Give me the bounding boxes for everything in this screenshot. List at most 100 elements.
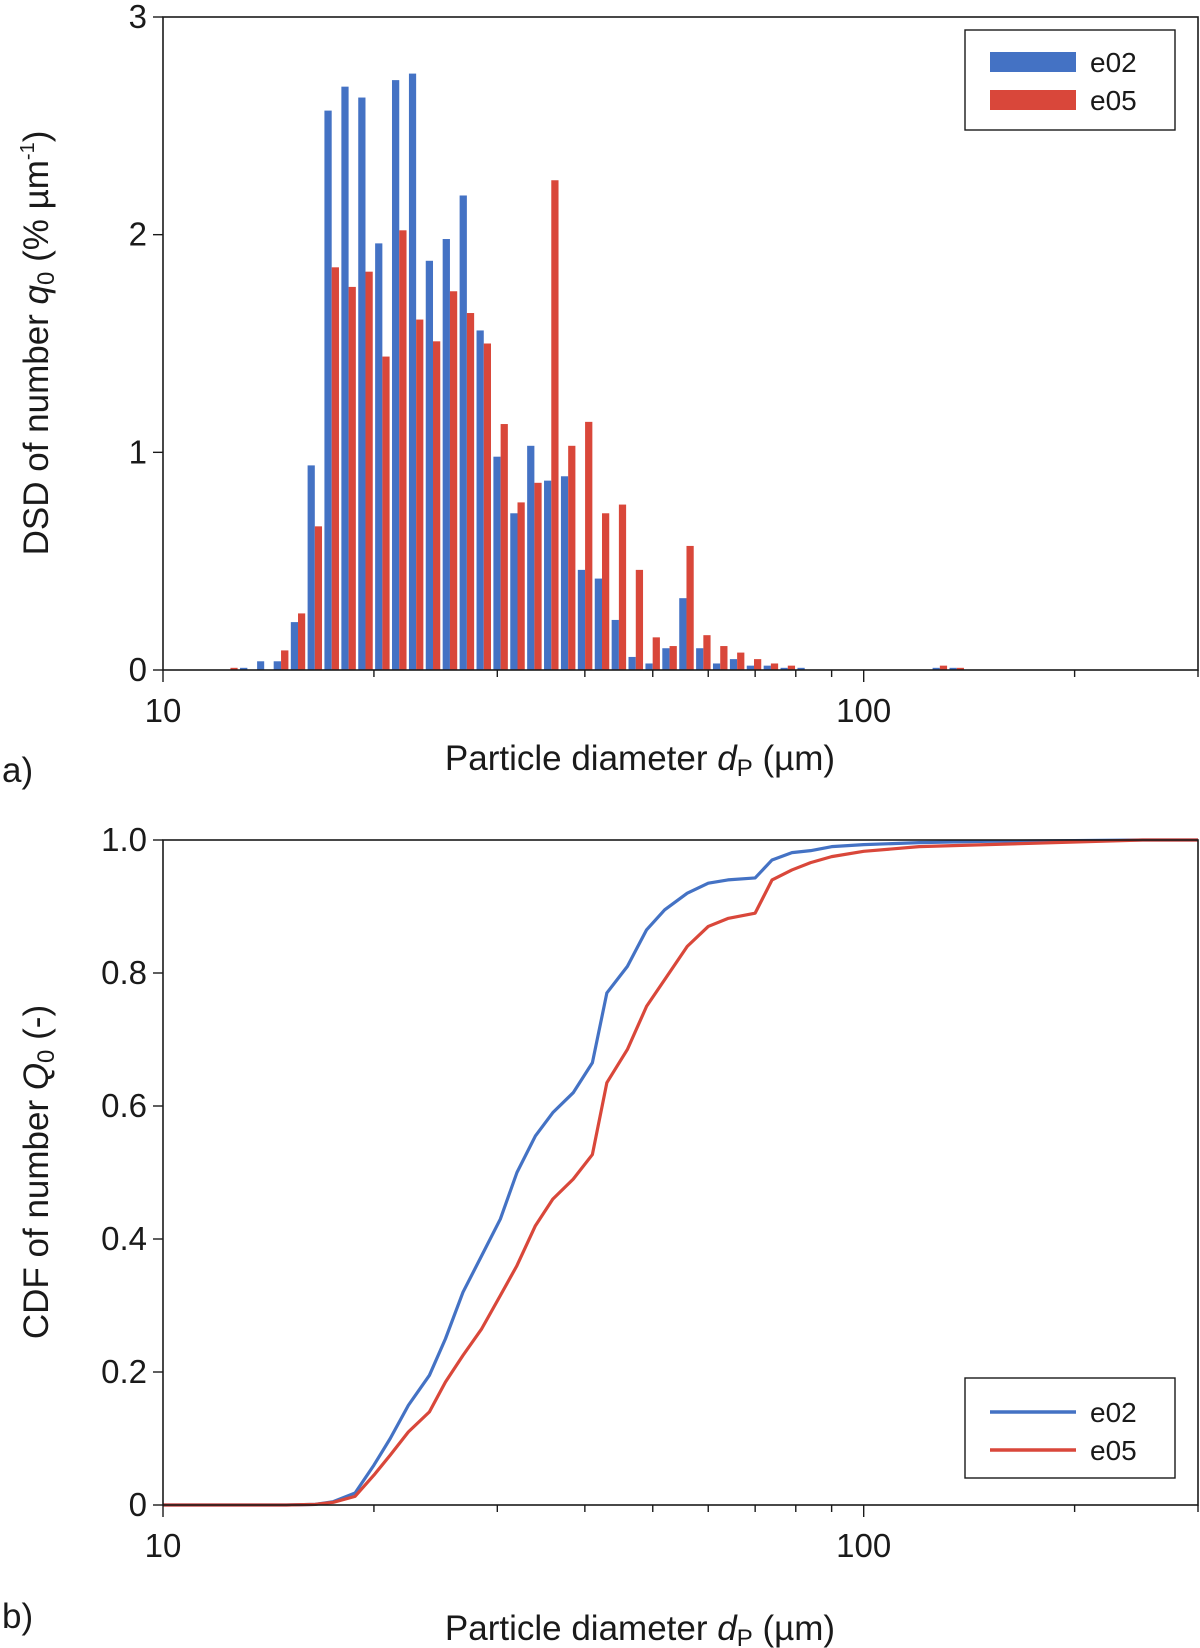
- b-y-tick-label: 0.4: [101, 1220, 147, 1257]
- bar-e02: [797, 667, 805, 670]
- b-y-tick-label: 0.2: [101, 1353, 147, 1390]
- bar-e02: [645, 663, 653, 670]
- bar-e02: [290, 622, 299, 670]
- bar-e05: [939, 665, 948, 670]
- bar-e02: [442, 239, 450, 670]
- x-axis-title-b: Particle diameter dP (µm): [445, 1609, 835, 1648]
- bar-e02: [273, 661, 282, 670]
- bar-e02: [932, 667, 940, 670]
- b-x-tick-label: 100: [836, 1527, 891, 1564]
- bar-e02: [257, 661, 265, 670]
- bar-e05: [314, 526, 323, 670]
- bar-e02: [375, 243, 383, 670]
- bar-e02: [949, 667, 957, 670]
- x-axis-title-a: Particle diameter dP (µm): [445, 739, 835, 782]
- bar-e02: [324, 110, 332, 670]
- legend-label-b-e02: e02: [1090, 1397, 1137, 1428]
- bar-e02: [527, 445, 535, 670]
- bar-e02: [391, 80, 400, 670]
- bar-e05: [585, 421, 593, 670]
- a-y-tick-label: 0: [129, 651, 147, 688]
- a-y-tick-label: 1: [129, 433, 147, 470]
- lines-group: [163, 838, 1198, 1507]
- panel-label-b: b): [2, 1597, 33, 1636]
- y-axis-title-a: DSD of number q0 (% µm-1): [17, 131, 60, 556]
- bar-e02: [341, 86, 349, 671]
- bar-e02: [679, 598, 687, 670]
- bar-e02: [696, 648, 704, 670]
- legend-label-e05: e05: [1090, 85, 1137, 116]
- bar-e05: [652, 637, 660, 670]
- bar-e05: [602, 513, 610, 670]
- bars-group: [230, 73, 964, 671]
- bar-e05: [669, 646, 677, 670]
- axis-ticks-a: 10 100 0 1 2 3: [129, 0, 1199, 729]
- a-x-tick-label: 100: [836, 692, 891, 729]
- b-x-tick-label: 10: [145, 1527, 182, 1564]
- line-e05: [163, 838, 1198, 1507]
- legend-box-a: [964, 29, 1176, 131]
- bar-e02: [240, 667, 248, 670]
- bar-e05: [686, 545, 694, 670]
- bar-e05: [416, 319, 424, 670]
- y-axis-title-b: CDF of number Q0 (-): [17, 1005, 60, 1339]
- chart-b: 10 100 0 0.2 0.4 0.6 0.8 1.0 Particle diameter …: [2, 821, 1199, 1648]
- bar-e05: [568, 445, 576, 670]
- bar-e05: [551, 180, 559, 670]
- a-x-tick-label: 10: [145, 692, 182, 729]
- bar-e05: [787, 665, 796, 670]
- bar-e02: [307, 465, 315, 670]
- bar-e05: [956, 667, 964, 670]
- bar-e02: [594, 578, 603, 670]
- bar-e05: [230, 667, 238, 670]
- bar-e05: [635, 569, 644, 670]
- bar-e05: [365, 271, 373, 670]
- legend-label-b-e05: e05: [1090, 1435, 1137, 1466]
- panel-label-a: a): [2, 751, 33, 790]
- bar-e05: [483, 343, 491, 670]
- legend-swatch-e05: [990, 90, 1076, 110]
- bar-e02: [746, 665, 755, 670]
- bar-e02: [476, 330, 484, 670]
- bar-e05: [500, 424, 508, 670]
- bar-e02: [611, 619, 619, 670]
- b-y-tick-label: 0.6: [101, 1087, 147, 1124]
- a-y-tick-label: 2: [129, 216, 147, 253]
- line-e02: [163, 838, 1198, 1507]
- bar-e05: [618, 504, 627, 670]
- bar-e02: [577, 569, 586, 670]
- b-y-tick-label: 0.8: [101, 954, 147, 991]
- bar-e02: [493, 456, 501, 670]
- bar-e02: [544, 480, 552, 670]
- bar-e02: [780, 667, 788, 670]
- bar-e05: [399, 230, 407, 670]
- bar-e05: [720, 646, 728, 670]
- bar-e05: [517, 502, 525, 670]
- chart-a: 10 100 0 1 2 3 Particle diameter dP (µm) DSD …: [2, 0, 1199, 790]
- bar-e02: [560, 476, 569, 670]
- legend-a: e02 e05: [964, 29, 1176, 131]
- bar-e02: [662, 648, 670, 670]
- bar-e05: [737, 652, 745, 670]
- bar-e05: [348, 286, 356, 670]
- legend-b: e02 e05: [964, 1377, 1176, 1479]
- a-y-tick-label: 3: [129, 0, 147, 35]
- b-y-tick-label: 0: [129, 1486, 147, 1523]
- legend-box-b: [964, 1377, 1176, 1479]
- bar-e05: [754, 659, 762, 670]
- bar-e05: [770, 663, 779, 670]
- bar-e05: [534, 482, 542, 670]
- bar-e02: [459, 195, 467, 670]
- bar-e02: [408, 73, 417, 671]
- axis-ticks-b: 10 100 0 0.2 0.4 0.6 0.8 1.0: [101, 821, 1199, 1564]
- bar-e05: [331, 267, 339, 670]
- b-y-tick-label: 1.0: [101, 821, 147, 858]
- bar-e05: [449, 291, 458, 670]
- legend-swatch-e02: [990, 52, 1076, 72]
- bar-e02: [763, 665, 771, 670]
- bar-e02: [425, 260, 434, 670]
- bar-e02: [358, 97, 366, 670]
- bar-e05: [281, 650, 289, 670]
- bar-e05: [433, 341, 441, 670]
- bar-e05: [298, 613, 306, 670]
